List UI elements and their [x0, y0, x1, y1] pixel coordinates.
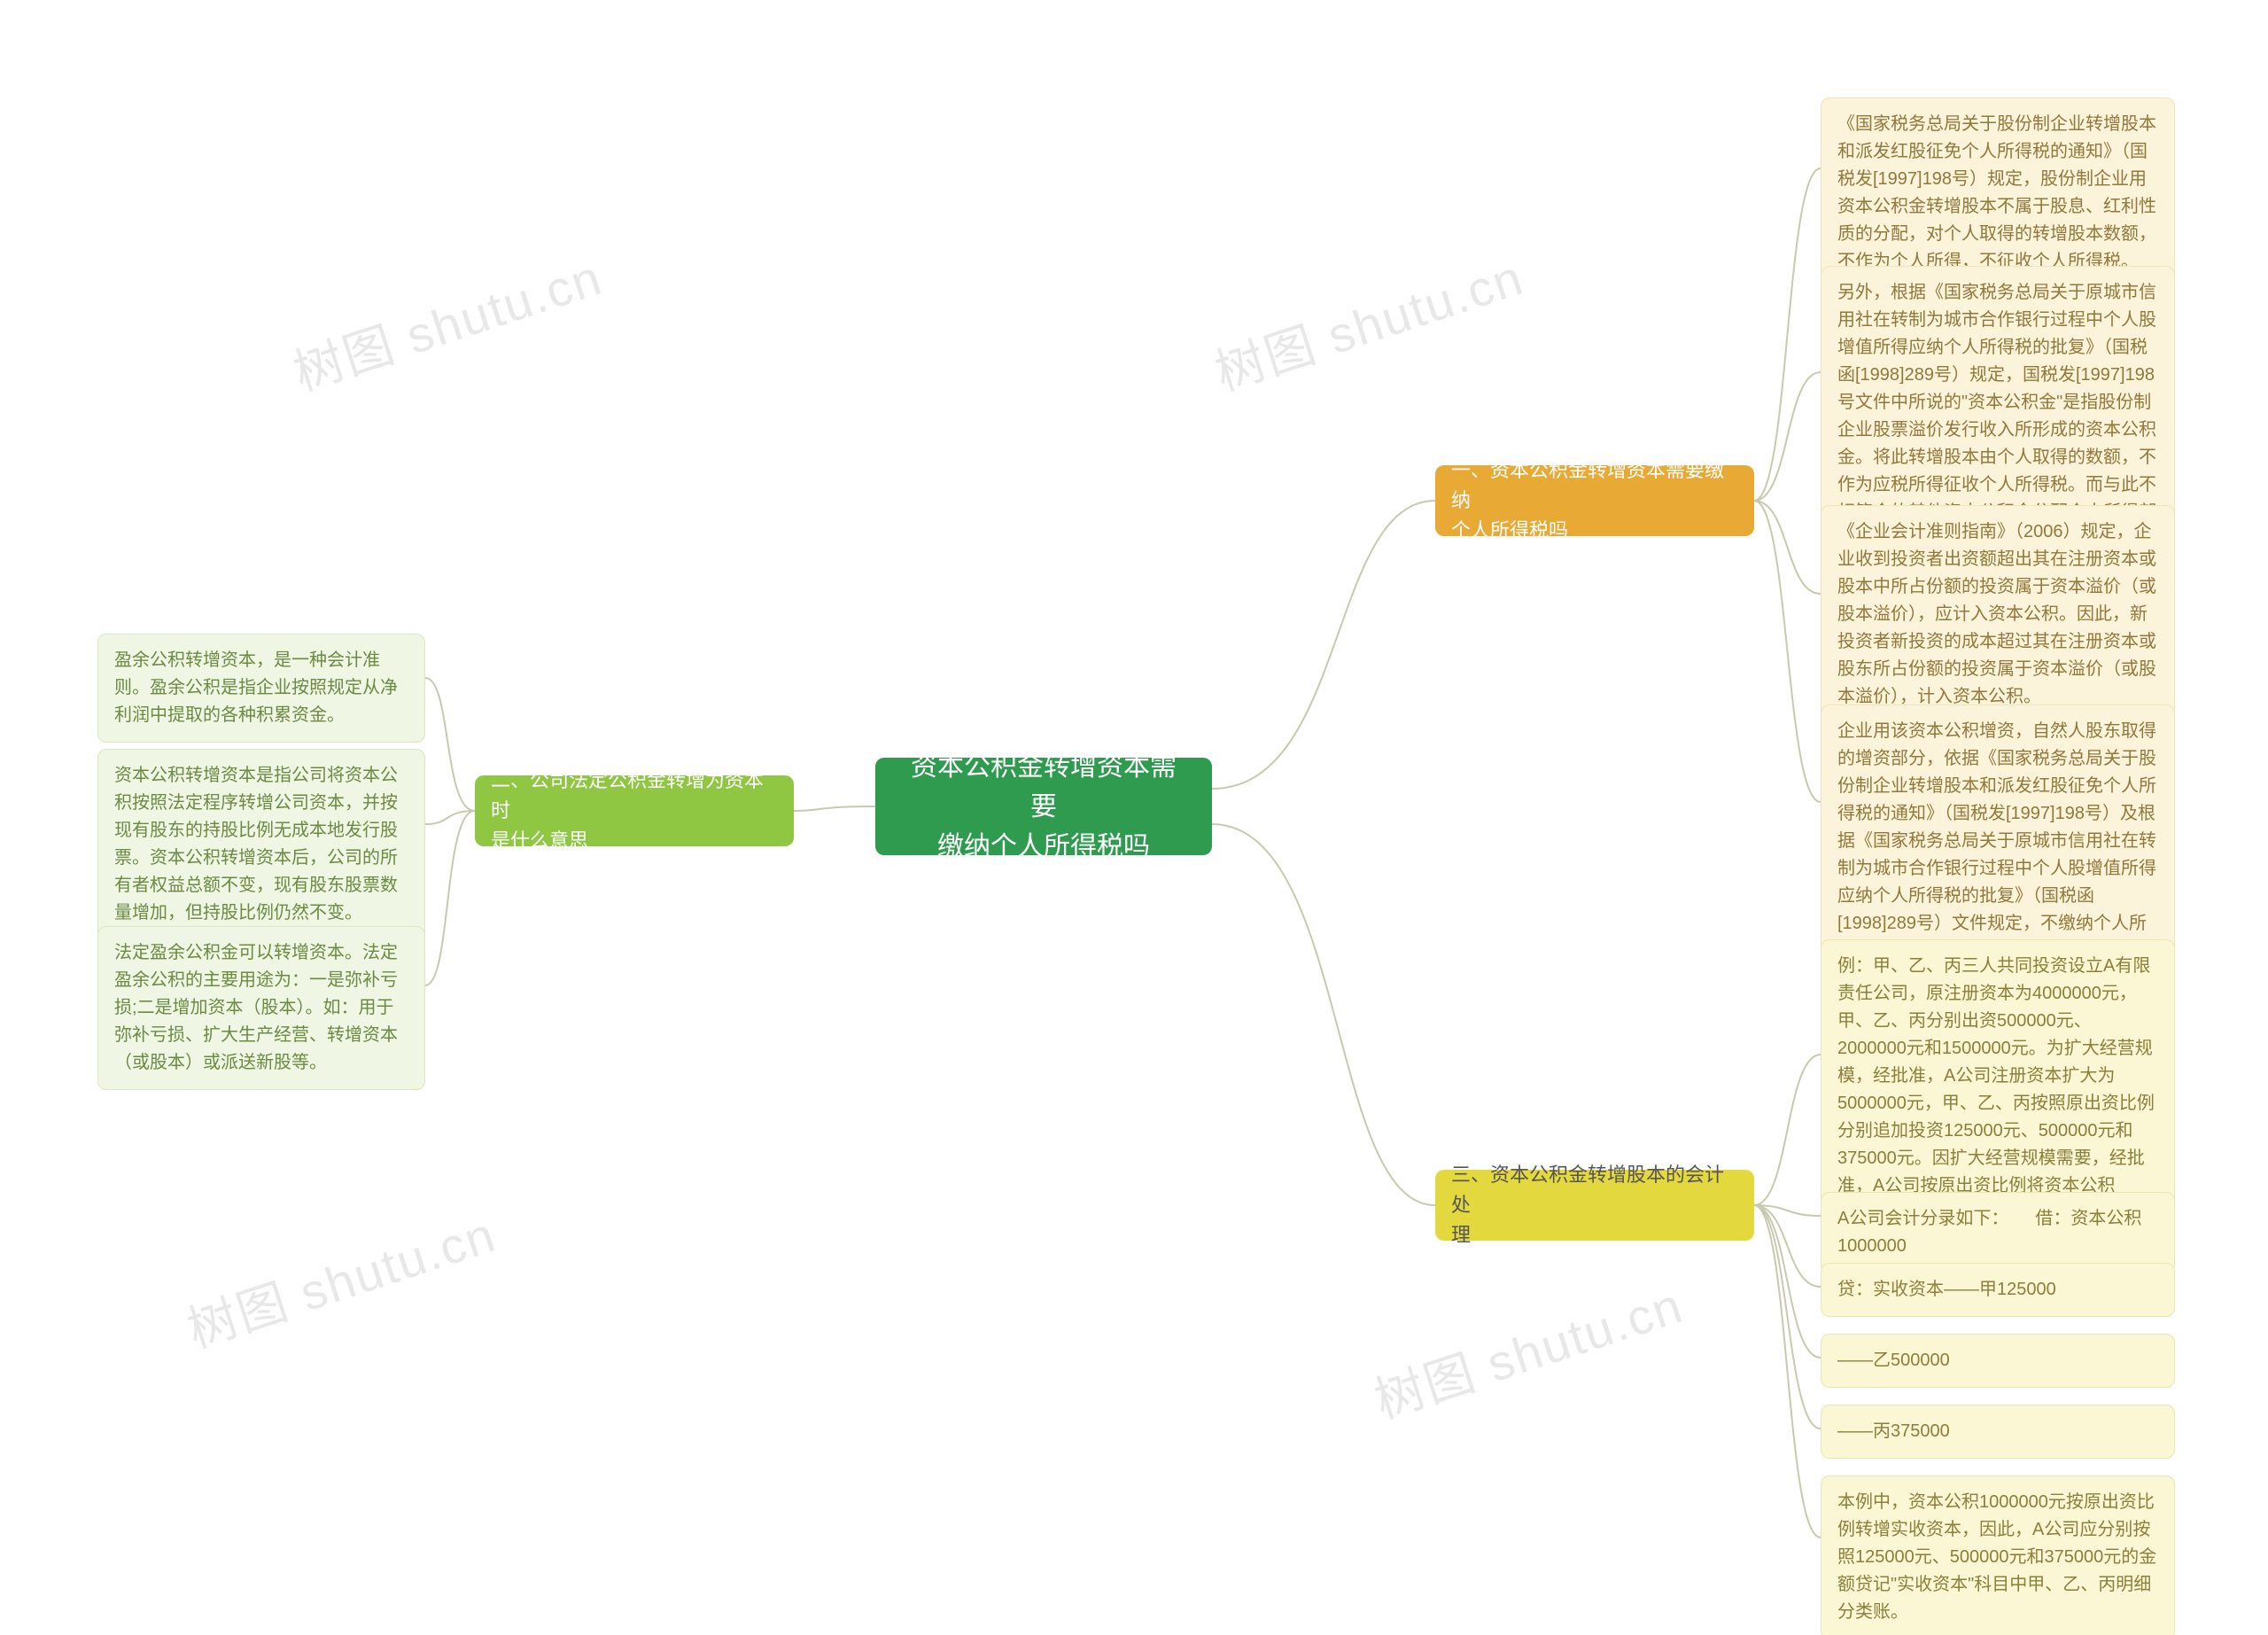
leaf-b3-5[interactable]: ——丙375000 — [1821, 1405, 2175, 1459]
branch-2-label-l1: 二、公司法定公积金转增为资本时 — [491, 766, 778, 826]
watermark: 树图 shutu.cn — [1364, 1265, 1691, 1433]
watermark: 树图 shutu.cn — [1205, 237, 1532, 405]
leaf-b2-2[interactable]: 资本公积转增资本是指公司将资本公积按照法定程序转增公司资本，并按现有股东的持股比… — [97, 749, 425, 940]
branch-1[interactable]: 一、资本公积金转增资本需要缴纳 个人所得税吗 — [1435, 465, 1754, 536]
leaf-b1-1[interactable]: 《国家税务总局关于股份制企业转增股本和派发红股征免个人所得税的通知》（国税发[1… — [1821, 97, 2175, 289]
leaf-b3-6[interactable]: 本例中，资本公积1000000元按原出资比例转增实收资本，因此，A公司应分别按照… — [1821, 1475, 2175, 1635]
branch-1-label-l1: 一、资本公积金转增资本需要缴纳 — [1451, 455, 1738, 516]
leaf-b1-3[interactable]: 《企业会计准则指南》（2006）规定，企业收到投资者出资额超出其在注册资本或股本… — [1821, 505, 2175, 724]
watermark: 树图 shutu.cn — [177, 1195, 504, 1362]
branch-1-label-l2: 个人所得税吗 — [1451, 516, 1738, 546]
watermark: 树图 shutu.cn — [284, 237, 610, 405]
leaf-b3-2[interactable]: A公司会计分录如下： 借：资本公积1000000 — [1821, 1192, 2175, 1273]
leaf-b2-1[interactable]: 盈余公积转增资本，是一种会计准则。盈余公积是指企业按照规定从净利润中提取的各种积… — [97, 634, 425, 743]
branch-2[interactable]: 二、公司法定公积金转增为资本时 是什么意思 — [475, 775, 794, 846]
branch-3-label-l2: 理 — [1451, 1220, 1738, 1250]
branch-2-label-l2: 是什么意思 — [491, 826, 778, 856]
leaf-b1-4[interactable]: 企业用该资本公积增资，自然人股东取得的增资部分，依据《国家税务总局关于股份制企业… — [1821, 705, 2175, 978]
leaf-b3-4[interactable]: ——乙500000 — [1821, 1334, 2175, 1388]
leaf-b3-3[interactable]: 贷：实收资本——甲125000 — [1821, 1263, 2175, 1317]
leaf-b2-3[interactable]: 法定盈余公积金可以转增资本。法定盈余公积的主要用途为：一是弥补亏损;二是增加资本… — [97, 926, 425, 1090]
root-title-line1: 资本公积金转增资本需要 — [900, 747, 1187, 827]
branch-3-label-l1: 三、资本公积金转增股本的会计处 — [1451, 1160, 1738, 1220]
root-node[interactable]: 资本公积金转增资本需要 缴纳个人所得税吗 — [875, 758, 1212, 855]
root-title-line2: 缴纳个人所得税吗 — [900, 827, 1187, 867]
branch-3[interactable]: 三、资本公积金转增股本的会计处 理 — [1435, 1170, 1754, 1241]
